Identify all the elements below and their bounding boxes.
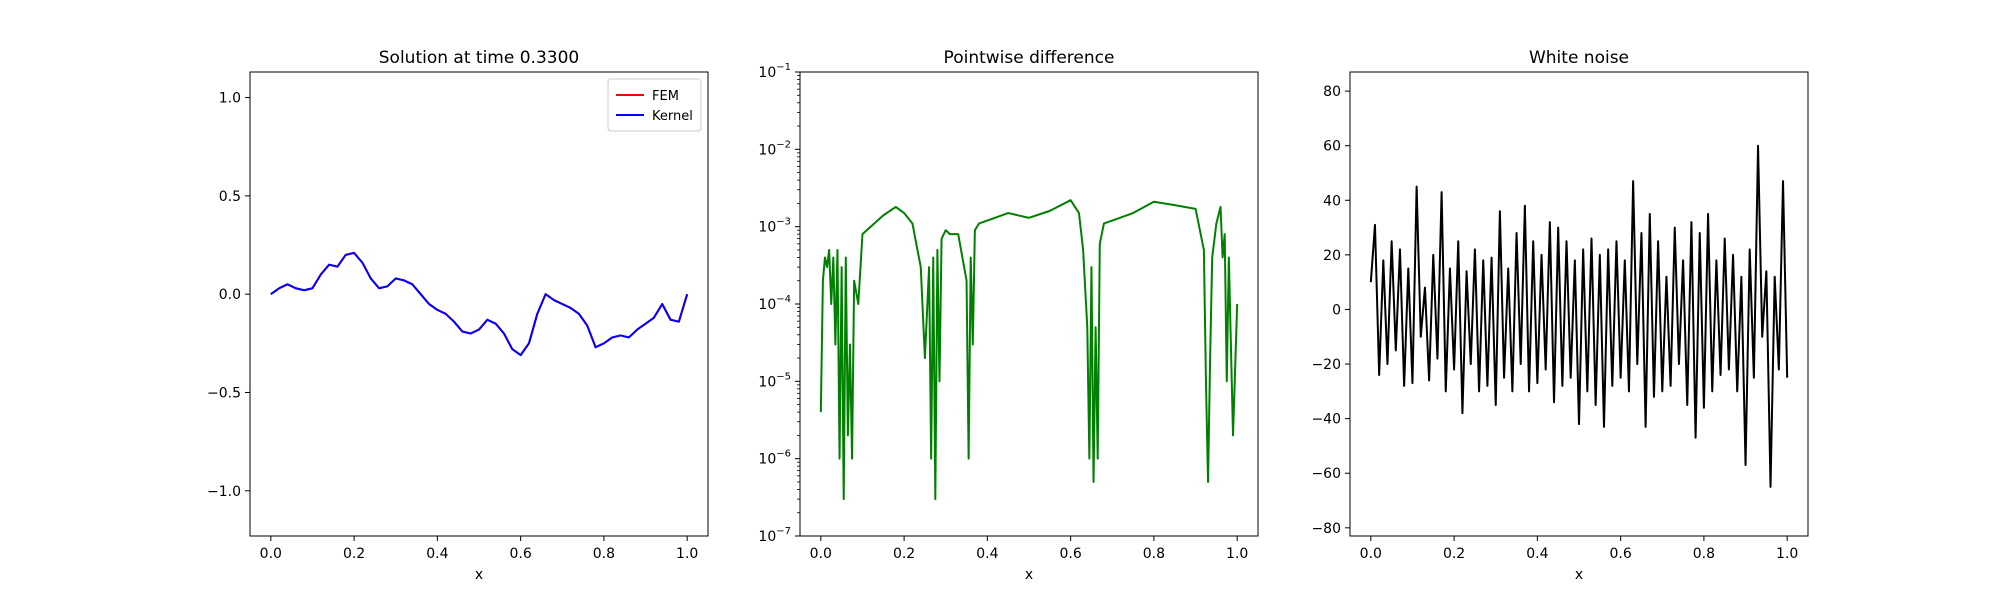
y-tick-label: −0.5 <box>207 385 241 401</box>
legend-box <box>607 78 702 132</box>
y-tick-label: 20 <box>1323 248 1341 264</box>
y-tick-label: 80 <box>1323 84 1341 100</box>
x-tick-label: 0.2 <box>893 546 915 562</box>
chart-panel-2: 0.0 0.2 0.4 0.6 0.8 1.0 10−7 10−6 10−5 10−4 10−3 10… <box>758 48 1259 583</box>
y-tick-label: 10−7 <box>758 526 791 545</box>
y-tick-label: 1.0 <box>219 91 241 107</box>
x-tick-label: 0.8 <box>593 546 615 562</box>
y-tick-label: 10−5 <box>758 371 791 390</box>
y-tick-label: 10−2 <box>758 139 791 158</box>
y-tick-label: 10−1 <box>758 62 791 81</box>
y-tick-label: −1.0 <box>207 484 241 500</box>
x-tick-label: 1.0 <box>1776 546 1798 562</box>
y-tick-label: −40 <box>1311 412 1341 428</box>
x-tick-label: 0.6 <box>1610 546 1632 562</box>
y-tick-label: 0.0 <box>219 287 241 303</box>
y-tick-label: −80 <box>1311 521 1341 537</box>
axes-frame <box>1349 71 1809 537</box>
x-tick-label: 0.8 <box>1693 546 1715 562</box>
x-tick-label: 0.4 <box>976 546 998 562</box>
x-tick-label: 0.2 <box>1443 546 1465 562</box>
x-tick-label: 0.6 <box>1060 546 1082 562</box>
x-axis-label: x <box>1025 567 1033 583</box>
x-tick-label: 0.4 <box>1526 546 1548 562</box>
chart-title: Pointwise difference <box>944 48 1115 68</box>
legend-label-kernel: Kernel <box>652 109 693 124</box>
x-axis-label: x <box>1575 567 1583 583</box>
chart-title: White noise <box>1529 48 1629 68</box>
chart-panel-1: 0.0 0.2 0.4 0.6 0.8 1.0 −1.0 −0.5 0.0 0.5 1.0 Solut… <box>207 48 709 583</box>
y-tick-label: 60 <box>1323 139 1341 155</box>
axes-frame <box>799 71 1259 537</box>
x-tick-label: 0.0 <box>260 546 282 562</box>
series-line-fem <box>270 251 689 357</box>
x-tick-label: 0.0 <box>1360 546 1382 562</box>
x-tick-label: 0.8 <box>1143 546 1165 562</box>
x-tick-label: 1.0 <box>676 546 698 562</box>
x-tick-label: 1.0 <box>1226 546 1248 562</box>
y-tick-label: 0 <box>1332 302 1341 318</box>
legend-label-fem: FEM <box>652 89 679 104</box>
x-tick-label: 0.4 <box>426 546 448 562</box>
y-tick-label: 10−6 <box>758 449 791 468</box>
y-tick-label: −20 <box>1311 357 1341 373</box>
x-tick-label: 0.6 <box>510 546 532 562</box>
series-line-1 <box>1369 144 1789 488</box>
x-tick-label: 0.2 <box>343 546 365 562</box>
y-tick-label: 10−3 <box>758 217 791 236</box>
x-axis-label: x <box>475 567 483 583</box>
axes-frame <box>249 71 709 537</box>
series-line-1 <box>819 199 1239 501</box>
y-tick-label: −60 <box>1311 466 1341 482</box>
x-tick-label: 0.0 <box>810 546 832 562</box>
series-line-kernel <box>270 251 689 357</box>
legend: FEM Kernel <box>607 78 702 132</box>
chart-title: Solution at time 0.3300 <box>379 48 579 68</box>
y-tick-label: 40 <box>1323 193 1341 209</box>
y-tick-label: 10−4 <box>758 294 791 313</box>
y-tick-label: 0.5 <box>219 189 241 205</box>
chart-panel-3: 0.0 0.2 0.4 0.6 0.8 1.0 −80 −60 −40 −20 0 20 40 60 80 W… <box>1311 48 1809 583</box>
